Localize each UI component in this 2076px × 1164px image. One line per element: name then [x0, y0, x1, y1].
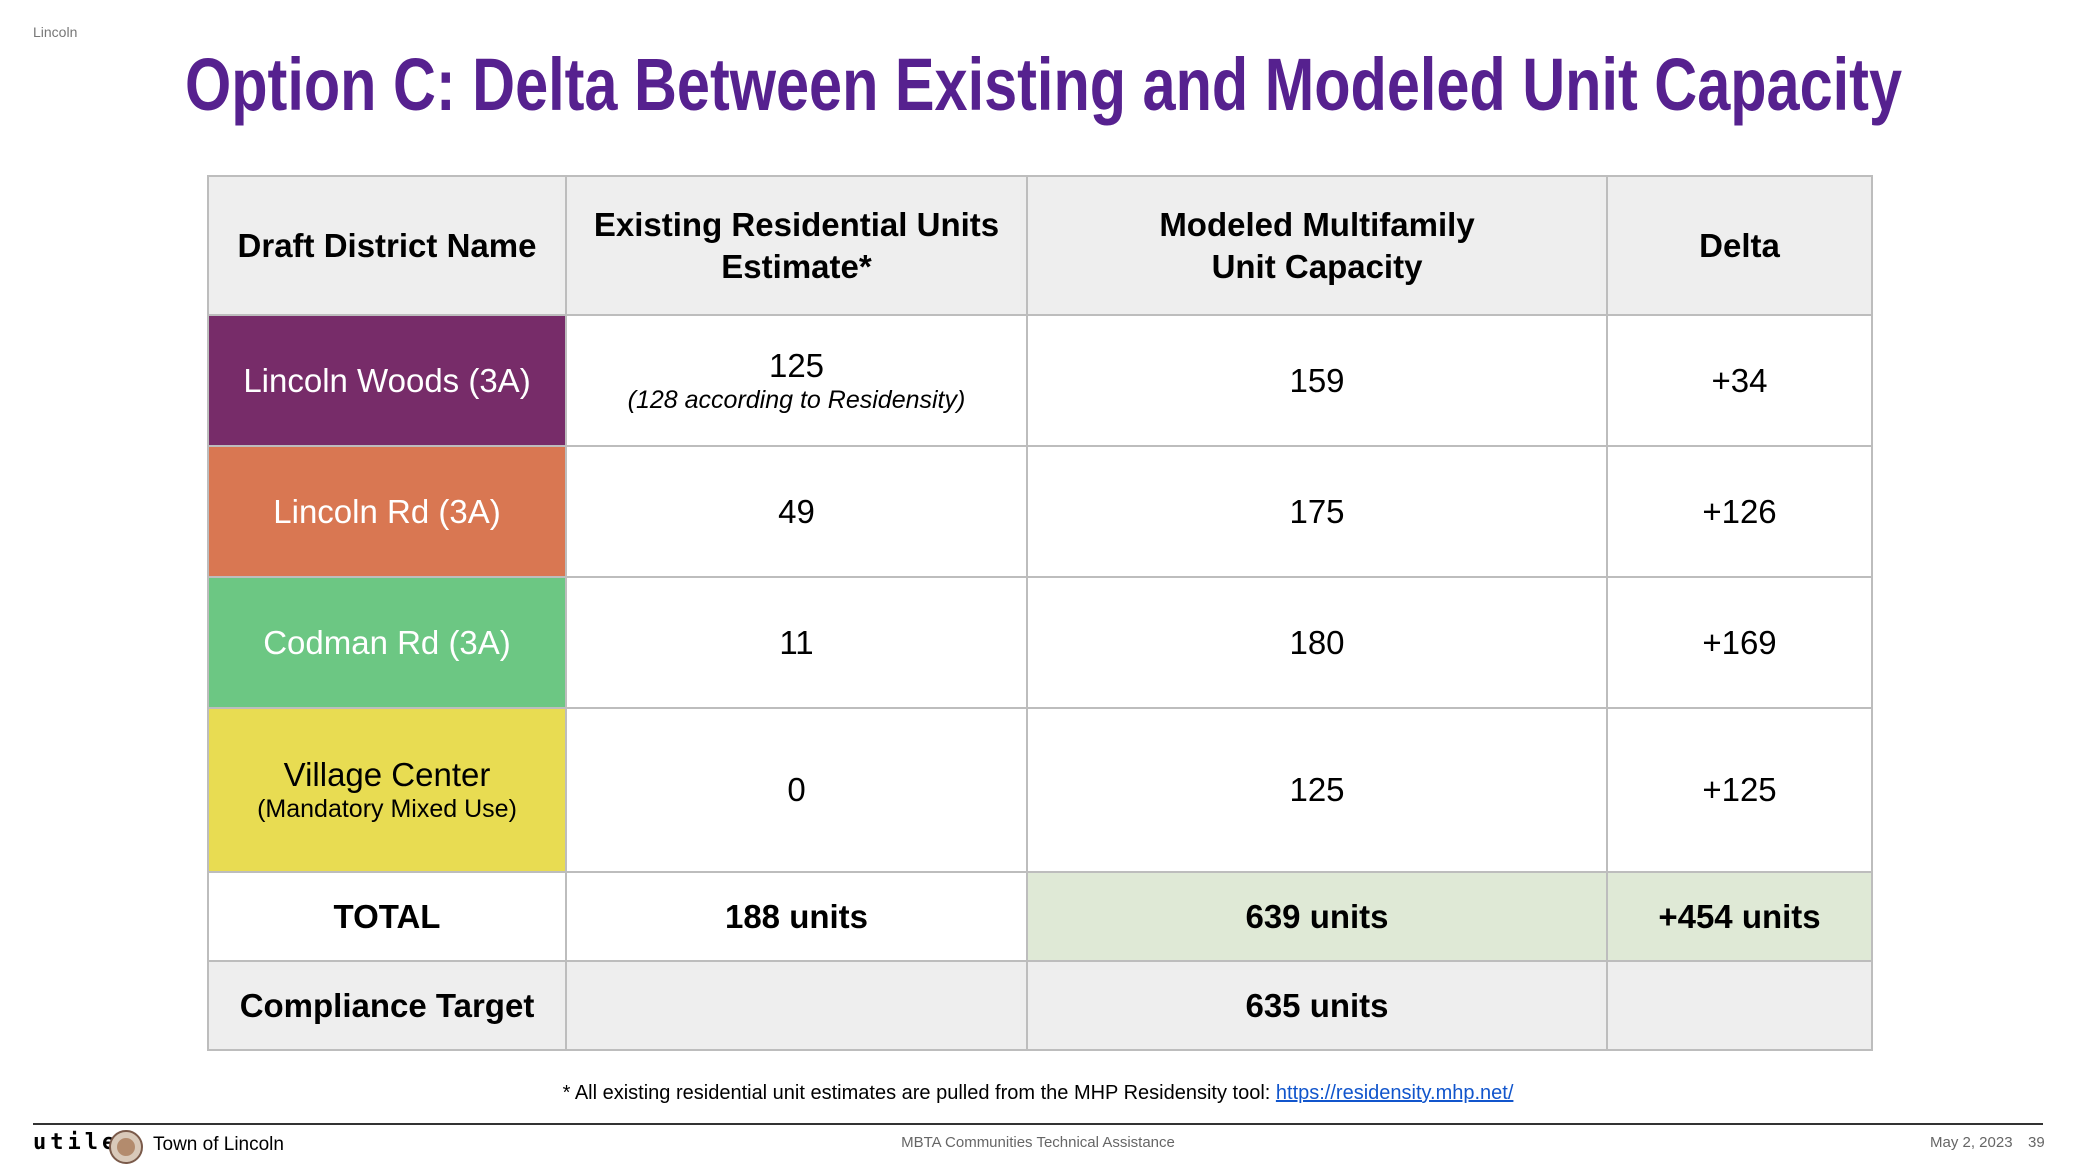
existing-note: (128 according to Residensity)	[627, 385, 966, 414]
footer-logo: utile	[33, 1130, 120, 1155]
district-name: Lincoln Woods (3A)	[207, 314, 567, 447]
existing: 11	[565, 576, 1028, 709]
row: Lincoln Woods (3A) 125 (128 according to …	[207, 314, 1873, 447]
footnote-text: * All existing residential unit estimate…	[562, 1082, 1276, 1104]
column-header: Delta	[1606, 175, 1873, 316]
data-table: Draft District Name Existing Residential…	[207, 175, 1873, 1051]
total-delta: +454 units	[1606, 871, 1873, 962]
total-label: TOTAL	[207, 871, 567, 962]
page-number: 39	[2028, 1134, 2045, 1151]
district-name: Lincoln Rd (3A)	[207, 445, 567, 578]
target-label: Compliance Target	[207, 960, 567, 1051]
column-header: Draft District Name	[207, 175, 567, 316]
delta: +126	[1606, 445, 1873, 578]
modeled: 180	[1026, 576, 1608, 709]
delta: +125	[1606, 707, 1873, 873]
existing: 125	[768, 346, 825, 384]
modeled: 175	[1026, 445, 1608, 578]
existing: 49	[565, 445, 1028, 578]
footer-program: MBTA Communities Technical Assistance	[901, 1134, 1175, 1151]
total-row: TOTAL 188 units 639 units +454 units	[207, 871, 1873, 962]
column-header: Modeled Multifamily Unit Capacity	[1026, 175, 1608, 316]
total-existing: 188 units	[565, 871, 1028, 962]
title: Option C: Delta Between Existing and Mod…	[185, 43, 1902, 126]
empty-cell	[1606, 960, 1873, 1051]
row: Codman Rd (3A) 11 180 +169	[207, 576, 1873, 709]
header-label: Lincoln	[33, 24, 78, 40]
district-name: Village Center	[283, 756, 491, 793]
district-name: Codman Rd (3A)	[207, 576, 567, 709]
delta: +169	[1606, 576, 1873, 709]
footer-org: Town of Lincoln	[153, 1134, 284, 1155]
row: Lincoln Rd (3A) 49 175 +126	[207, 445, 1873, 578]
district-note: (Mandatory Mixed Use)	[257, 795, 517, 823]
target-row: Compliance Target 635 units	[207, 960, 1873, 1051]
row: Village Center (Mandatory Mixed Use) 0 12…	[207, 707, 1873, 873]
empty-cell	[565, 960, 1028, 1051]
modeled: 125	[1026, 707, 1608, 873]
footnote: * All existing residential unit estimate…	[0, 1082, 2076, 1105]
delta: +34	[1606, 314, 1873, 447]
header-row: Draft District Name Existing Residential…	[207, 175, 1873, 316]
column-header: Existing Residential Units Estimate*	[565, 175, 1028, 316]
title-box: Option C: Delta Between Existing and Mod…	[185, 43, 1902, 126]
total-modeled: 639 units	[1026, 871, 1608, 962]
seal	[109, 1130, 143, 1164]
cell: 125 (128 according to Residensity)	[565, 314, 1028, 447]
footer-date: May 2, 2023	[1930, 1134, 2013, 1151]
footer-rule	[33, 1123, 2043, 1125]
footnote-link[interactable]: https://residensity.mhp.net/	[1275, 1082, 1514, 1104]
target-modeled: 635 units	[1026, 960, 1608, 1051]
modeled: 159	[1026, 314, 1608, 447]
cell: Village Center (Mandatory Mixed Use)	[207, 707, 567, 873]
existing: 0	[565, 707, 1028, 873]
